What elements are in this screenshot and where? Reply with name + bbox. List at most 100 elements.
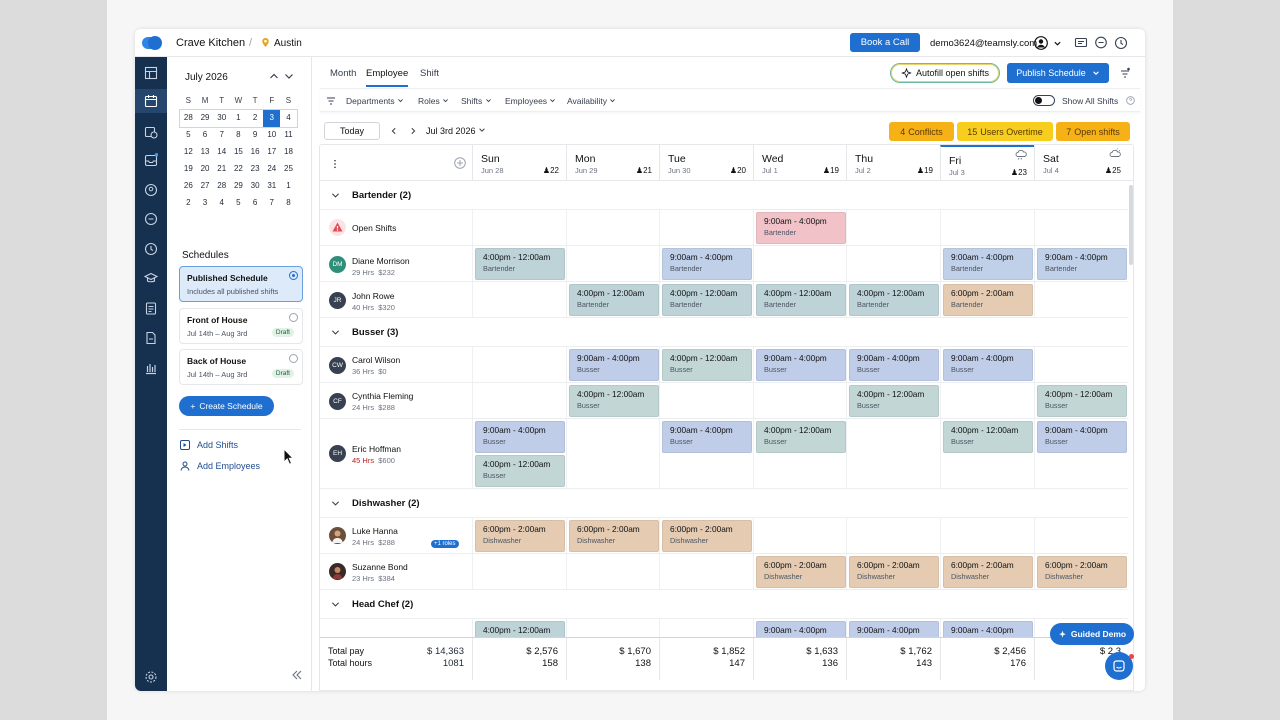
create-schedule-button[interactable]: + Create Schedule — [179, 396, 274, 416]
book-call-button[interactable]: Book a Call — [850, 33, 920, 52]
day-header-sun[interactable]: Sun Jun 28 ♟22 — [472, 145, 566, 181]
day-header-tue[interactable]: Tue Jun 30 ♟20 — [659, 145, 753, 181]
documents-icon[interactable] — [144, 331, 158, 345]
add-employees-link[interactable]: Add Employees — [180, 461, 260, 471]
radio-icon[interactable] — [289, 313, 298, 322]
settings-icon[interactable] — [144, 670, 158, 684]
training-icon[interactable] — [144, 271, 158, 285]
group-header-head-chef[interactable]: Head Chef (2) — [320, 590, 1128, 619]
filter-icon[interactable] — [326, 96, 336, 106]
shift-card[interactable]: 6:00pm - 2:00am Dishwasher — [1037, 556, 1127, 588]
calendar-day[interactable]: 4 — [219, 198, 224, 207]
calendar-day[interactable]: 16 — [250, 147, 260, 156]
shift-card[interactable]: 4:00pm - 12:00am Busser — [943, 421, 1033, 453]
autofill-open-shifts-button[interactable]: Autofill open shifts — [890, 63, 1000, 83]
radio-selected-icon[interactable] — [289, 271, 298, 280]
calendar-day[interactable]: 28 — [217, 181, 227, 190]
shift-card[interactable]: 6:00pm - 2:00am Dishwasher — [943, 556, 1033, 588]
calendar-day[interactable]: 25 — [284, 164, 293, 173]
tasks-icon[interactable] — [144, 301, 158, 315]
guided-demo-button[interactable]: Guided Demo — [1050, 623, 1134, 645]
calendar-day[interactable]: 8 — [236, 130, 241, 139]
calendar-day[interactable]: 30 — [217, 113, 227, 122]
calendar-day[interactable]: 31 — [267, 181, 277, 190]
shift-card[interactable]: 6:00pm - 2:00am Dishwasher — [756, 556, 846, 588]
inbox-icon[interactable] — [144, 153, 158, 167]
scrollbar-thumb[interactable] — [1129, 185, 1133, 265]
calendar-day[interactable]: 10 — [267, 130, 277, 139]
shift-card[interactable]: 9:00am - 4:00pm Busser — [569, 349, 659, 381]
collapse-panel-icon[interactable] — [291, 669, 303, 681]
calendar-day[interactable]: 17 — [267, 147, 277, 156]
calendar-day[interactable]: 14 — [217, 147, 227, 156]
tab-shift[interactable]: Shift — [420, 68, 440, 79]
calendar-day[interactable]: 4 — [286, 113, 291, 122]
publish-schedule-button[interactable]: Publish Schedule — [1007, 63, 1109, 83]
calendar-day[interactable]: 20 — [200, 164, 210, 173]
roles-filter[interactable]: Roles — [418, 96, 449, 106]
tab-month[interactable]: Month — [330, 68, 357, 79]
calendar-day[interactable]: 5 — [236, 198, 241, 207]
dashboard-icon[interactable] — [144, 66, 158, 80]
calendar-day[interactable]: 13 — [200, 147, 210, 156]
calendar-day[interactable]: 21 — [217, 164, 227, 173]
calendar-day[interactable]: 7 — [219, 130, 224, 139]
shift-card[interactable]: 6:00pm - 2:00am Dishwasher — [849, 556, 939, 588]
calendar-day[interactable]: 9 — [252, 130, 258, 139]
calendar-day[interactable]: 23 — [250, 164, 260, 173]
shifts-filter[interactable]: Shifts — [461, 96, 492, 106]
calendar-day[interactable]: 5 — [186, 130, 191, 139]
chevron-down-icon[interactable] — [284, 71, 294, 81]
calendar-icon[interactable] — [144, 94, 158, 108]
calendar-day[interactable]: 6 — [202, 130, 208, 139]
location-name[interactable]: Austin — [274, 38, 302, 49]
shift-card[interactable]: 6:00pm - 2:00am Bartender — [943, 284, 1033, 316]
add-shifts-link[interactable]: Add Shifts — [180, 440, 238, 450]
shift-card[interactable]: 9:00am - 4:00pm Bartender — [662, 248, 752, 280]
calendar-day[interactable]: 22 — [233, 164, 243, 173]
shift-card[interactable]: 9:00am - 4:00pm — [756, 621, 846, 637]
group-header-bartender[interactable]: Bartender (2) — [320, 181, 1128, 210]
shift-card[interactable]: 4:00pm - 12:00am Bartender — [475, 248, 565, 280]
show-all-shifts-toggle[interactable] — [1033, 95, 1055, 106]
conflicts-badge[interactable]: 4 Conflicts — [889, 122, 954, 141]
shift-card[interactable]: 9:00am - 4:00pm Busser — [662, 421, 752, 453]
calendar-day[interactable]: 3 — [202, 198, 208, 207]
day-header-thu[interactable]: Thu Jul 2 ♟19 — [846, 145, 940, 181]
calendar-day[interactable]: 19 — [183, 164, 193, 173]
help-icon[interactable] — [1126, 96, 1135, 105]
today-button[interactable]: Today — [324, 122, 380, 140]
shift-card[interactable]: 9:00am - 4:00pm Busser — [756, 349, 846, 381]
extra-roles-badge[interactable]: +1 roles — [431, 540, 459, 548]
clock-nav-icon[interactable] — [144, 242, 158, 256]
shift-card[interactable]: 9:00am - 4:00pm Busser — [849, 349, 939, 381]
calendar-day[interactable]: 26 — [183, 181, 193, 190]
chevron-down-icon[interactable] — [1053, 39, 1062, 48]
calendar-day[interactable]: 1 — [286, 181, 291, 190]
time-off-icon[interactable] — [144, 125, 158, 139]
app-logo[interactable] — [142, 36, 162, 50]
shift-card[interactable]: 4:00pm - 12:00am Busser — [849, 385, 939, 417]
add-circle-icon[interactable] — [454, 157, 466, 169]
current-date-picker[interactable]: Jul 3rd 2026 — [426, 126, 486, 136]
user-email[interactable]: demo3624@teamsly.com — [930, 38, 1038, 49]
company-name[interactable]: Crave Kitchen — [176, 37, 246, 49]
employee-name[interactable]: Suzanne Bond — [352, 562, 408, 572]
schedule-card-published[interactable]: Published Schedule Includes all publishe… — [179, 266, 303, 302]
chevron-left-icon[interactable] — [390, 127, 398, 135]
day-header-mon[interactable]: Mon Jun 29 ♟21 — [566, 145, 659, 181]
calendar-day[interactable]: 18 — [284, 147, 293, 156]
employee-name[interactable]: Carol Wilson — [352, 355, 401, 365]
options-icon[interactable] — [1119, 67, 1131, 79]
departments-filter[interactable]: Departments — [346, 96, 404, 106]
calendar-day[interactable]: 29 — [200, 113, 210, 122]
shift-card[interactable]: 9:00am - 4:00pm Bartender — [943, 248, 1033, 280]
calendar-day[interactable]: 6 — [252, 198, 258, 207]
shift-card[interactable]: 4:00pm - 12:00am Bartender — [662, 284, 752, 316]
calendar-day[interactable]: 27 — [200, 181, 210, 190]
shift-card[interactable]: 4:00pm - 12:00am Bartender — [569, 284, 659, 316]
messages-icon[interactable] — [144, 212, 158, 226]
shift-card[interactable]: 9:00am - 4:00pm Busser — [475, 421, 565, 453]
shift-card[interactable]: 9:00am - 4:00pm — [849, 621, 939, 637]
shift-card[interactable]: 9:00am - 4:00pm Bartender — [1037, 248, 1127, 280]
